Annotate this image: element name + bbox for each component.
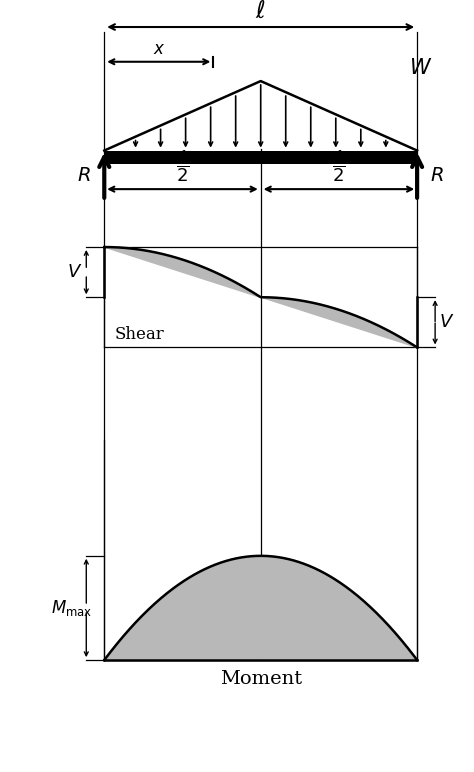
Text: Moment: Moment: [219, 670, 302, 688]
Text: $V$: $V$: [439, 313, 455, 331]
Text: Shear: Shear: [114, 327, 164, 344]
Text: $R$: $R$: [77, 167, 91, 185]
Polygon shape: [104, 151, 417, 164]
Text: $x$: $x$: [153, 41, 165, 58]
Text: $W$: $W$: [409, 58, 432, 78]
Text: $\dfrac{\ell}{2}$: $\dfrac{\ell}{2}$: [176, 148, 189, 185]
Polygon shape: [261, 297, 417, 347]
Text: $V$: $V$: [67, 263, 82, 281]
Polygon shape: [104, 247, 260, 297]
Polygon shape: [104, 556, 417, 660]
Text: $R$: $R$: [430, 167, 444, 185]
Text: $\ell$: $\ell$: [255, 0, 266, 23]
Text: $M_{\rm max}$: $M_{\rm max}$: [51, 598, 92, 618]
Text: $\dfrac{\ell}{2}$: $\dfrac{\ell}{2}$: [332, 148, 346, 185]
